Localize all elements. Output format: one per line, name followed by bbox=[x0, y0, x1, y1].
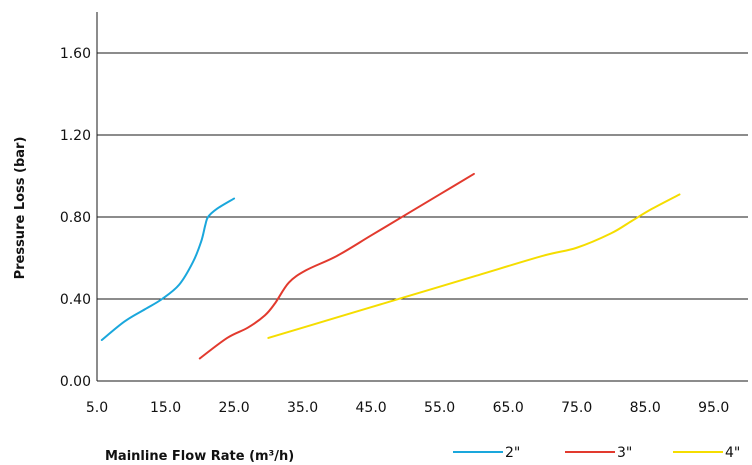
axes bbox=[96, 12, 748, 382]
x-tick-labels: 5.0 15.0 25.0 35.0 45.0 55.0 65.0 75.0 85.0 95.0 bbox=[86, 400, 729, 416]
series-line bbox=[267, 193, 681, 339]
series-line bbox=[198, 172, 475, 360]
y-tick-label: 1.20 bbox=[60, 128, 91, 144]
y-axis-title: Pressure Loss (bar) bbox=[13, 137, 28, 280]
y-tick-label: 1.60 bbox=[60, 46, 91, 62]
x-tick-label: 95.0 bbox=[698, 400, 729, 416]
x-tick-label: 45.0 bbox=[356, 400, 387, 416]
series-line bbox=[100, 197, 236, 341]
x-tick-label: 85.0 bbox=[630, 400, 661, 416]
y-tick-label: 0.00 bbox=[60, 374, 91, 390]
x-tick-label: 15.0 bbox=[150, 400, 181, 416]
x-tick-label: 55.0 bbox=[424, 400, 455, 416]
series-lines bbox=[100, 172, 681, 360]
x-axis-title: Mainline Flow Rate (m³/h) bbox=[105, 449, 294, 464]
x-tick-label: 5.0 bbox=[86, 400, 108, 416]
legend-label: 4" bbox=[725, 445, 740, 461]
legend-label: 3" bbox=[617, 445, 632, 461]
x-tick-label: 25.0 bbox=[218, 400, 249, 416]
y-tick-label: 0.80 bbox=[60, 210, 91, 226]
x-tick-label: 65.0 bbox=[493, 400, 524, 416]
y-tick-labels: 0.00 0.40 0.80 1.20 1.60 bbox=[60, 46, 91, 390]
legend: 2" 3" 4" bbox=[453, 445, 740, 461]
x-tick-label: 35.0 bbox=[287, 400, 318, 416]
y-tick-label: 0.40 bbox=[60, 292, 91, 308]
legend-label: 2" bbox=[505, 445, 520, 461]
grid-lines bbox=[97, 52, 748, 300]
x-tick-label: 75.0 bbox=[561, 400, 592, 416]
